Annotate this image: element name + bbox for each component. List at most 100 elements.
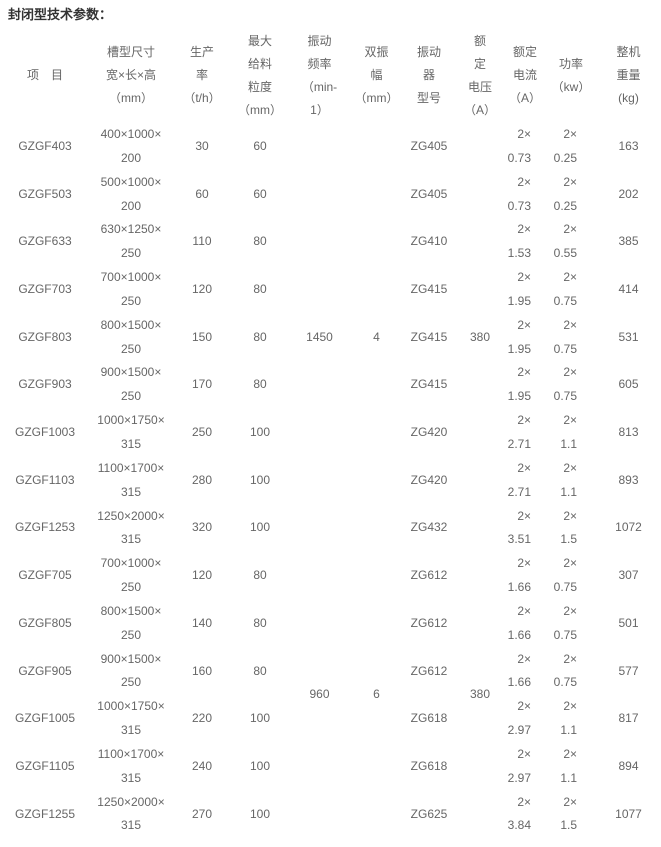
weight-cell: 414 [618, 282, 639, 296]
table-row: GZGF1103 1100×1700× 315 280 100 ZG420 2× 2.71… [0, 457, 661, 505]
table-row: GZGF1003 1000×1750× 315 250 100 ZG420 2× 2.71… [0, 409, 661, 457]
col-header-amplitude: 双振 幅 （mm） [354, 45, 399, 105]
current-cell: 2× 2.71 [507, 413, 531, 451]
weight-cell: 894 [618, 758, 639, 773]
size-cell: 800×1500× 250 [100, 317, 162, 356]
power-cell: 2× 0.75 [553, 270, 577, 308]
col-header-voltage: 额 定 电压 （A） [463, 33, 496, 117]
weight-cell: 577 [618, 663, 639, 678]
col-header-power: 功率 （kw） [551, 56, 591, 94]
weight-cell: 1077 [615, 806, 642, 821]
model-cell: GZGF905 [18, 663, 72, 678]
rate-cell: 270 [191, 806, 213, 821]
vibrator-cell: ZG410 [410, 234, 448, 249]
feed-cell: 80 [253, 329, 267, 344]
table-row: GZGF805 800×1500× 250 140 80 ZG612 2× 1.66 2× … [0, 600, 661, 648]
weight-cell: 817 [618, 711, 639, 726]
model-cell: GZGF633 [18, 234, 72, 249]
rate-cell: 120 [191, 568, 213, 583]
col-header-rate: 生产 率 （t/h） [183, 45, 221, 105]
size-cell: 1000×1750× 315 [97, 413, 165, 451]
amplitude-cell: 4 [373, 329, 380, 344]
power-cell: 2× 0.75 [553, 317, 577, 356]
rate-cell: 120 [191, 282, 213, 296]
model-cell: GZGF1003 [14, 425, 76, 440]
power-cell: 2× 0.55 [553, 222, 577, 261]
weight-cell: 202 [618, 186, 639, 201]
voltage-cell: 380 [469, 329, 491, 344]
power-cell: 2× 1.1 [560, 699, 577, 738]
current-cell: 2× 3.84 [507, 794, 531, 833]
table-row: GZGF633 630×1250× 250 110 80 ZG410 2× 1.53 2× … [0, 218, 661, 266]
spec-table-body: GZGF403 400×1000× 200 30 60 1450 4 ZG405 380 2× … [0, 123, 661, 838]
col-header-vibrator: 振动 器 型号 [416, 45, 441, 105]
current-cell: 2× 1.95 [507, 365, 531, 404]
vibrator-cell: ZG625 [410, 806, 448, 821]
power-cell: 2× 1.1 [560, 460, 577, 499]
size-cell: 900×1500× 250 [100, 651, 162, 690]
table-row: GZGF703 700×1000× 250 120 80 ZG415 2× 1.95 2× … [0, 266, 661, 314]
table-row: GZGF903 900×1500× 250 170 80 ZG415 2× 1.95 2× … [0, 361, 661, 409]
weight-cell: 531 [618, 329, 639, 344]
current-cell: 2× 1.66 [507, 651, 531, 690]
feed-cell: 80 [253, 568, 267, 583]
model-cell: GZGF1005 [14, 711, 76, 726]
size-cell: 1100×1700× 315 [97, 460, 165, 499]
col-header-feed: 最大 给料 粒度 （mm） [238, 33, 282, 117]
feed-cell: 100 [249, 472, 271, 487]
weight-cell: 605 [618, 377, 639, 392]
voltage-cell: 380 [469, 687, 491, 702]
model-cell: GZGF1105 [15, 758, 75, 773]
rate-cell: 240 [191, 758, 213, 773]
rate-cell: 160 [191, 663, 213, 678]
feed-cell: 80 [253, 615, 267, 630]
table-row: GZGF1253 1250×2000× 315 320 100 ZG432 2× 3.51… [0, 505, 661, 553]
weight-cell: 501 [618, 615, 639, 630]
power-cell: 2× 1.5 [560, 508, 577, 547]
current-cell: 2× 1.53 [507, 222, 531, 261]
feed-cell: 100 [249, 806, 271, 821]
rate-cell: 150 [191, 329, 213, 344]
current-cell: 2× 1.66 [507, 556, 531, 595]
weight-cell: 163 [618, 138, 639, 153]
feed-cell: 100 [249, 711, 271, 726]
power-cell: 2× 0.75 [553, 651, 577, 690]
current-cell: 2× 2.97 [507, 699, 531, 738]
rate-cell: 110 [192, 234, 212, 249]
feed-cell: 100 [249, 520, 271, 535]
model-cell: GZGF903 [18, 377, 72, 392]
power-cell: 2× 0.75 [553, 556, 577, 595]
rate-cell: 60 [195, 186, 209, 201]
current-cell: 2× 1.66 [507, 603, 531, 642]
model-cell: GZGF803 [18, 329, 72, 344]
vibrator-cell: ZG420 [410, 425, 448, 440]
weight-cell: 385 [618, 234, 639, 249]
amplitude-cell: 6 [373, 687, 380, 702]
size-cell: 630×1250× 250 [100, 222, 162, 261]
power-cell: 2× 0.75 [553, 365, 577, 404]
model-cell: GZGF1253 [14, 520, 76, 535]
feed-cell: 80 [253, 377, 267, 392]
vibrator-cell: ZG432 [410, 520, 448, 535]
col-header-weight: 整机 重量 (kg) [616, 45, 641, 105]
rate-cell: 320 [191, 520, 213, 535]
power-cell: 2× 1.1 [560, 413, 577, 451]
table-row: GZGF403 400×1000× 200 30 60 1450 4 ZG405 380 2× … [0, 123, 661, 344]
power-cell: 2× 1.5 [560, 794, 577, 833]
table-row: GZGF1105 1100×1700× 315 240 100 ZG618 2× 2.97… [0, 743, 661, 791]
vibrator-cell: ZG420 [410, 472, 448, 487]
weight-cell: 893 [618, 472, 639, 487]
size-cell: 1250×2000× 315 [97, 508, 165, 547]
vibrator-cell: ZG415 [410, 329, 448, 344]
table-row: GZGF1255 1250×2000× 315 270 100 ZG625 2× 3.84… [0, 791, 661, 839]
weight-cell: 1072 [615, 520, 642, 535]
model-cell: GZGF705 [18, 568, 72, 583]
vibrator-cell: ZG618 [410, 758, 448, 773]
col-header-current: 额定 电流 （A） [508, 45, 541, 105]
vibrator-cell: ZG405 [410, 138, 448, 153]
weight-cell: 813 [618, 425, 639, 440]
vibrator-cell: ZG415 [410, 377, 448, 392]
current-cell: 2× 2.97 [507, 746, 531, 785]
size-cell: 1000×1750× 315 [97, 699, 165, 738]
size-cell: 400×1000× 200 [100, 127, 162, 165]
